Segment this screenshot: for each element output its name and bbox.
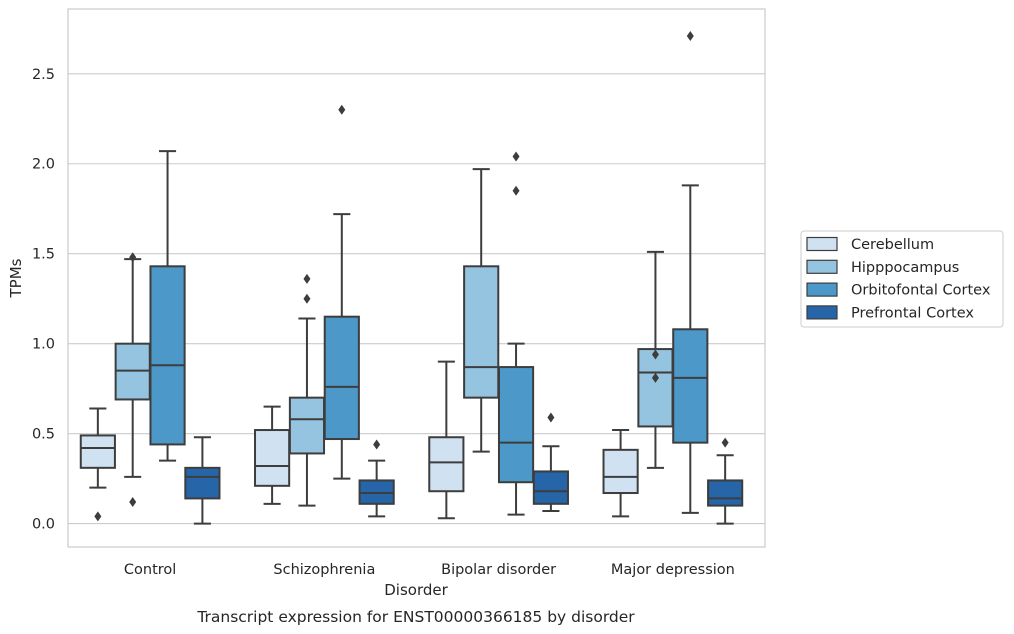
y-tick-label: 2.0 — [32, 157, 55, 173]
plot-area-frame — [67, 8, 766, 548]
outlier-point — [721, 437, 729, 448]
legend: Cerebellum Hipppocampus Orbitofontal Corte… — [800, 230, 1004, 328]
box-orbitofontal-cortex — [149, 150, 186, 462]
legend-swatch — [806, 305, 838, 320]
legend-swatch — [806, 236, 838, 252]
box-plots — [79, 30, 744, 525]
outlier-point — [547, 412, 555, 423]
legend-label: Hipppocampus — [851, 260, 959, 276]
box-body — [288, 396, 326, 455]
box-prefrontal-cortex — [184, 436, 221, 525]
outlier-point — [651, 372, 659, 383]
box-prefrontal-cortex — [532, 412, 569, 513]
y-tick-label: 0.5 — [32, 427, 55, 443]
box-orbitofontal-cortex — [672, 30, 709, 514]
y-tick-label: 2.5 — [32, 67, 55, 83]
legend-swatch — [806, 259, 838, 274]
x-tick-label: Bipolar disorder — [441, 562, 556, 578]
chart-caption: Transcript expression for ENST0000036618… — [196, 608, 635, 626]
y-tick-label: 1.5 — [32, 247, 55, 263]
outlier-point — [303, 293, 311, 304]
outlier-point — [338, 104, 346, 115]
box-body — [149, 265, 186, 446]
box-cerebellum — [602, 429, 639, 518]
outlier-point — [512, 151, 520, 162]
box-body — [532, 470, 569, 505]
outlier-point — [651, 349, 659, 360]
box-body — [79, 434, 116, 469]
legend-swatch — [806, 282, 838, 297]
outlier-point — [129, 497, 137, 508]
legend-label: Cerebellum — [851, 237, 934, 253]
box-body — [672, 328, 709, 444]
box-body — [602, 448, 639, 495]
box-hipppocampus — [463, 168, 500, 453]
box-body — [463, 265, 500, 399]
box-body — [428, 436, 465, 493]
outlier-point — [129, 252, 137, 263]
outlier-point — [94, 511, 102, 522]
y-axis-label: TPMs — [7, 258, 25, 298]
outlier-point — [303, 273, 311, 284]
box-body — [254, 429, 291, 487]
outlier-point — [686, 30, 694, 41]
box-body — [323, 315, 360, 441]
outlier-point — [512, 185, 520, 196]
box-cerebellum — [254, 405, 291, 505]
box-cerebellum — [428, 360, 465, 520]
legend-frame — [800, 230, 1004, 328]
box-orbitofontal-cortex — [497, 151, 535, 516]
x-tick-label: Control — [124, 562, 176, 578]
legend-label: Prefrontal Cortex — [851, 305, 974, 321]
box-body — [707, 479, 744, 507]
y-tick-label: 1.0 — [32, 337, 55, 353]
box-orbitofontal-cortex — [323, 104, 360, 480]
box-body — [184, 466, 221, 500]
box-hipppocampus — [114, 252, 151, 508]
legend-label: Orbitofontal Cortex — [851, 283, 991, 299]
box-body — [637, 348, 674, 428]
box-body — [497, 366, 535, 484]
x-tick-label: Schizophrenia — [273, 562, 375, 578]
x-axis-ticks: Control Schizophrenia Bipolar disorder Majo… — [124, 562, 735, 578]
y-tick-label: 0.0 — [32, 517, 55, 533]
x-tick-label: Major depression — [611, 562, 735, 578]
box-hipppocampus — [288, 273, 326, 507]
y-axis-ticks: 0.0 0.5 1.0 1.5 2.0 2.5 — [32, 67, 55, 533]
box-cerebellum — [79, 407, 116, 522]
box-prefrontal-cortex — [358, 439, 395, 518]
box-prefrontal-cortex — [707, 437, 744, 525]
x-axis-label: Disorder — [384, 581, 448, 599]
box-hipppocampus — [637, 250, 674, 469]
outlier-point — [373, 439, 381, 450]
